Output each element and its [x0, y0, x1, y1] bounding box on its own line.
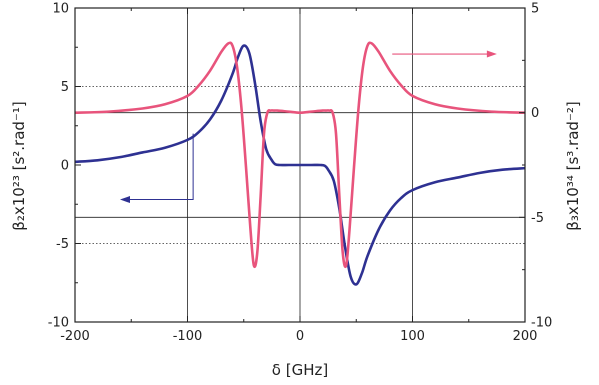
- y-right-tick-label-1: -5: [531, 211, 544, 226]
- arrow-right-head: [486, 50, 497, 58]
- arrow-left-line: [128, 133, 194, 201]
- y-left-tick-label-0: -10: [48, 316, 69, 331]
- series-line-left: [74, 44, 526, 286]
- y-left-tick-label-4: 10: [52, 2, 69, 17]
- arrow-left-head: [120, 196, 130, 204]
- y-right-tick-label-0: -10: [531, 316, 552, 331]
- x-tick-label-3: 100: [400, 329, 425, 344]
- series-line-right: [74, 41, 526, 269]
- x-tick-label-1: -100: [173, 329, 203, 344]
- series-layer: [74, 41, 526, 286]
- y-left-tick-label-3: 5: [61, 80, 69, 95]
- y-left-tick-label-1: -5: [56, 237, 69, 252]
- x-tick-label-2: 0: [296, 329, 304, 344]
- x-tick-label-4: 200: [513, 329, 538, 344]
- x-axis-title: δ [GHz]: [272, 361, 328, 379]
- annotation-arrows: [120, 50, 497, 204]
- x-tick-label-0: -200: [60, 329, 90, 344]
- y-left-axis-title: β₂x10²³ [s².rad⁻¹]: [10, 101, 28, 230]
- y-right-tick-label-3: 5: [531, 2, 539, 17]
- y-right-axis-title: β₃x10³⁴ [s³.rad⁻²]: [564, 101, 582, 230]
- y-right-tick-label-2: 0: [531, 106, 539, 121]
- y-left-tick-label-2: 0: [61, 159, 69, 174]
